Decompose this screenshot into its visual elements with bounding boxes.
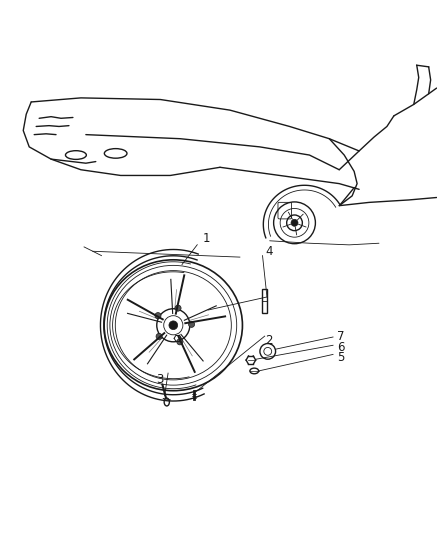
Circle shape: [156, 333, 162, 340]
Text: 1: 1: [202, 232, 210, 245]
Circle shape: [188, 321, 194, 327]
Text: 5: 5: [337, 351, 345, 365]
Circle shape: [169, 321, 178, 329]
Circle shape: [291, 220, 298, 227]
Text: 4: 4: [265, 245, 273, 258]
Bar: [262, 289, 267, 313]
Text: 6: 6: [337, 341, 345, 353]
Text: 3: 3: [156, 373, 164, 386]
Circle shape: [155, 312, 161, 319]
Circle shape: [175, 305, 181, 311]
Text: 2: 2: [265, 334, 273, 347]
Text: 7: 7: [337, 329, 345, 343]
Circle shape: [177, 339, 183, 345]
